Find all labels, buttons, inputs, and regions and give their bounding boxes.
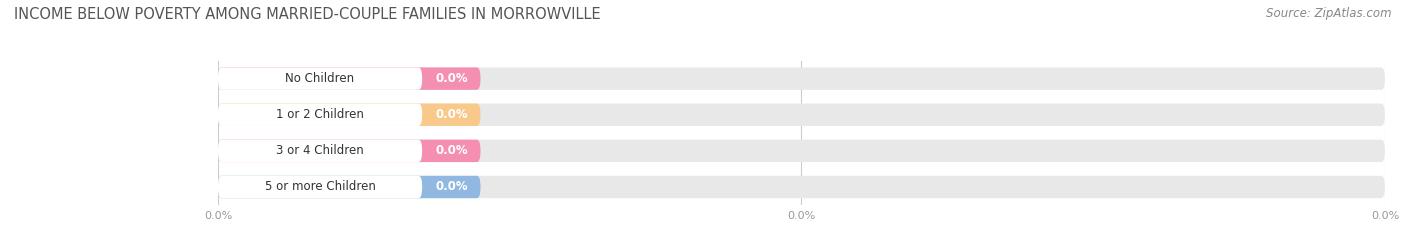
Text: 0.0%: 0.0% (434, 144, 468, 157)
FancyBboxPatch shape (218, 67, 481, 90)
Text: 1 or 2 Children: 1 or 2 Children (276, 108, 364, 121)
Text: 0.0%: 0.0% (434, 108, 468, 121)
FancyBboxPatch shape (218, 67, 422, 90)
Text: Source: ZipAtlas.com: Source: ZipAtlas.com (1267, 7, 1392, 20)
FancyBboxPatch shape (218, 176, 422, 198)
FancyBboxPatch shape (218, 176, 1385, 198)
FancyBboxPatch shape (218, 103, 481, 126)
FancyBboxPatch shape (218, 140, 1385, 162)
Text: INCOME BELOW POVERTY AMONG MARRIED-COUPLE FAMILIES IN MORROWVILLE: INCOME BELOW POVERTY AMONG MARRIED-COUPL… (14, 7, 600, 22)
FancyBboxPatch shape (218, 103, 1385, 126)
FancyBboxPatch shape (218, 67, 1385, 90)
Text: 5 or more Children: 5 or more Children (264, 181, 375, 193)
FancyBboxPatch shape (218, 140, 481, 162)
FancyBboxPatch shape (218, 103, 422, 126)
Text: No Children: No Children (285, 72, 354, 85)
FancyBboxPatch shape (218, 176, 481, 198)
Text: 0.0%: 0.0% (434, 72, 468, 85)
FancyBboxPatch shape (218, 140, 422, 162)
Text: 0.0%: 0.0% (434, 181, 468, 193)
Text: 3 or 4 Children: 3 or 4 Children (276, 144, 364, 157)
